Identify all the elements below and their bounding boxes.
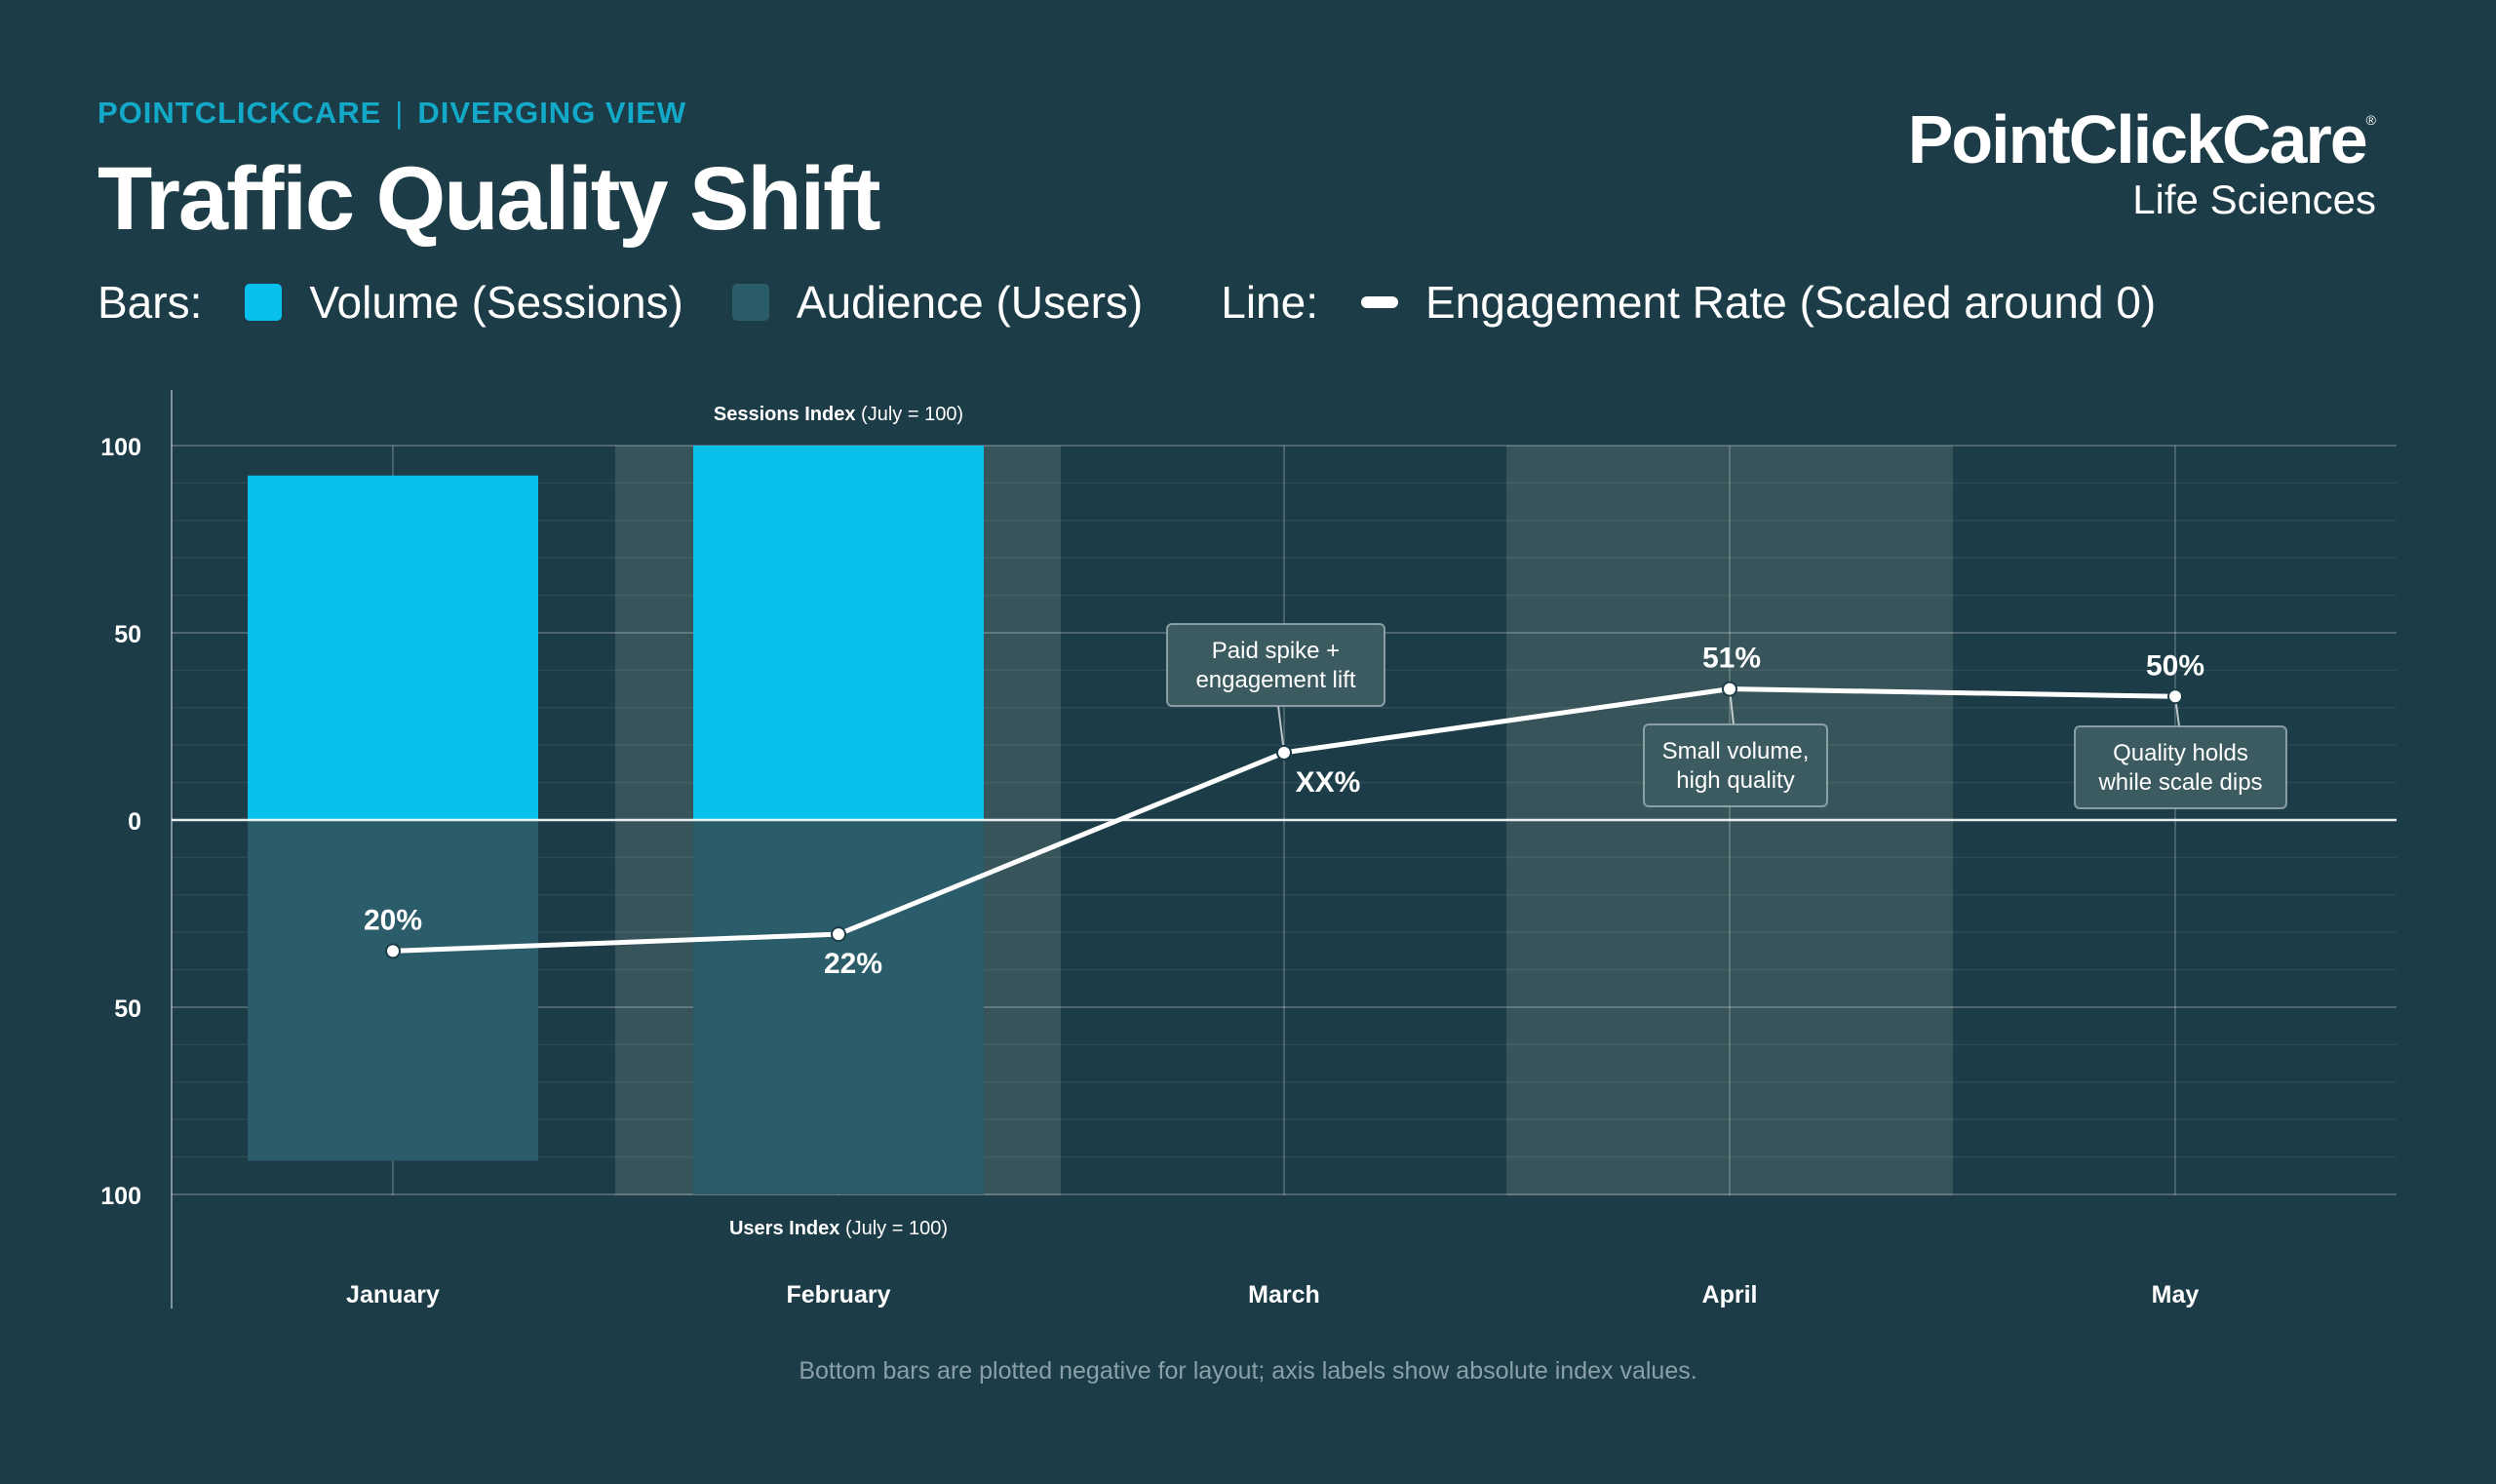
annotation-april: Small volume, high quality [1643, 688, 1828, 807]
page-title: Traffic Quality Shift [98, 149, 880, 249]
legend-bars-label: Bars: [98, 277, 203, 328]
annotation-line: Quality holds [2113, 740, 2248, 766]
annotation-march: Paid spike + engagement lift [1166, 623, 1385, 754]
annotation-may: Quality holds while scale dips [2074, 696, 2287, 809]
engagement-point-may [2167, 688, 2183, 705]
legend-swatch-audience [731, 284, 769, 321]
y-tick-label: 100 [100, 1183, 141, 1210]
legend-item-engagement: Engagement Rate (Scaled around 0) [1360, 276, 2157, 329]
logo-wordmark: PointClickCare® [1908, 105, 2376, 174]
x-tick-label-may: May [2152, 1281, 2200, 1308]
legend-line-label: Line: [1221, 277, 1318, 328]
engagement-point-march [1276, 744, 1292, 761]
eyebrow-view: DIVERGING VIEW [417, 96, 687, 130]
x-tick-label-january: January [346, 1281, 440, 1308]
bar-volume-january [248, 475, 538, 820]
engagement-point-february [831, 926, 846, 943]
engagement-point-january [385, 943, 401, 959]
x-tick-label-march: March [1248, 1281, 1320, 1308]
logo-subtitle: Life Sciences [2132, 176, 2376, 222]
eyebrow: POINTCLICKCARE | DIVERGING VIEW [98, 96, 686, 131]
bar-audience-february [693, 820, 984, 1194]
engagement-label-february: 22% [824, 948, 882, 980]
annotation-box [1643, 723, 1828, 807]
engagement-point-april [1722, 681, 1737, 697]
x-tick-label-april: April [1702, 1281, 1758, 1308]
y-tick-label: 0 [128, 808, 141, 836]
registered-mark: ® [2365, 112, 2376, 128]
annotation-line: Small volume, [1662, 738, 1810, 764]
bar-volume-february [693, 446, 984, 820]
legend-swatch-engagement [1360, 296, 1398, 308]
chart-legend: Bars: Volume (Sessions) Audience (Users)… [98, 273, 2204, 332]
legend-item-volume: Volume (Sessions) [245, 276, 683, 329]
brand-logo: PointClickCare® Life Sciences [1908, 105, 2376, 220]
users-index-note: Users Index (July = 100) [729, 1218, 948, 1239]
eyebrow-brand: POINTCLICKCARE [98, 96, 382, 130]
engagement-label-april: 51% [1702, 643, 1761, 675]
annotation-line: Paid spike + [1212, 638, 1340, 664]
annotation-box [2074, 725, 2287, 809]
engagement-label-january: 20% [364, 904, 422, 936]
annotation-box [1166, 623, 1385, 707]
annotation-line: high quality [1676, 767, 1794, 794]
annotation-line: engagement lift [1195, 667, 1355, 693]
sessions-index-note: Sessions Index (July = 100) [714, 404, 963, 425]
annotation-connector [1277, 705, 1285, 754]
bar-audience-january [248, 820, 538, 1161]
legend-audience-label: Audience (Users) [796, 277, 1144, 328]
x-tick-label-february: February [787, 1281, 891, 1308]
eyebrow-separator: | [395, 96, 405, 130]
legend-swatch-volume [245, 284, 283, 321]
logo-name: PointClickCare [1907, 101, 2368, 177]
chart-footnote: Bottom bars are plotted negative for lay… [799, 1357, 1697, 1385]
legend-volume-label: Volume (Sessions) [309, 277, 683, 328]
legend-item-audience: Audience (Users) [731, 276, 1144, 329]
legend-engagement-label: Engagement Rate (Scaled around 0) [1424, 277, 2157, 328]
y-tick-label: 50 [114, 996, 141, 1023]
y-tick-label: 100 [100, 434, 141, 461]
y-tick-label: 50 [114, 621, 141, 648]
annotation-line: while scale dips [2097, 769, 2262, 796]
engagement-label-may: 50% [2146, 649, 2204, 682]
engagement-label-march: XX% [1296, 766, 1361, 799]
